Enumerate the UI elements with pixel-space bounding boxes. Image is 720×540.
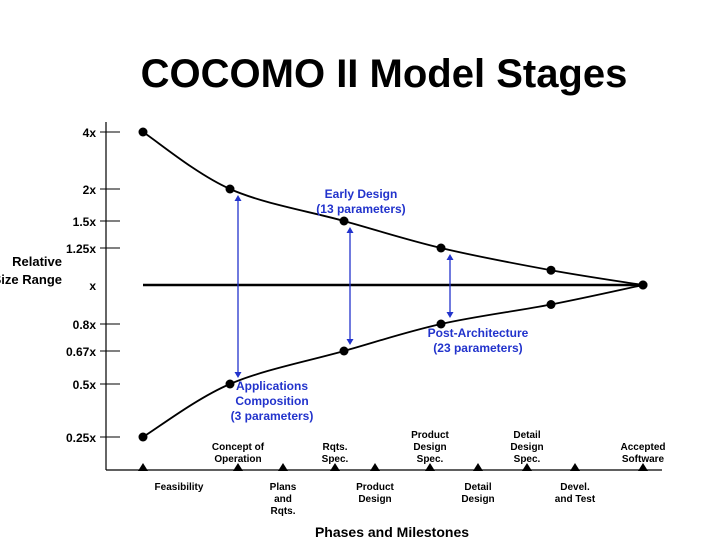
annotation-label: (13 parameters): [316, 202, 405, 216]
data-point: [436, 243, 446, 253]
milestone-marker: [330, 463, 340, 471]
annotation-label: Applications: [236, 379, 308, 393]
y-tick-label: 4x: [83, 126, 97, 140]
milestone-marker: [370, 463, 380, 471]
milestone-label: and Test: [555, 494, 596, 505]
milestone-label: Design: [461, 494, 494, 505]
annotation-label: Early Design: [325, 187, 398, 201]
data-point: [638, 280, 648, 290]
milestone-marker: [570, 463, 580, 471]
milestone-marker: [638, 463, 648, 471]
y-tick-label: 0.25x: [66, 431, 96, 445]
milestone-marker: [473, 463, 483, 471]
y-tick-label: 0.8x: [73, 318, 97, 332]
milestone-label: Concept of: [212, 442, 265, 453]
arrow-head: [234, 372, 242, 378]
arrow-head: [346, 339, 354, 345]
arrow-head: [234, 195, 242, 201]
arrow-head: [446, 254, 454, 260]
y-axis-label: Relative: [12, 254, 62, 269]
y-tick-label: x: [89, 279, 96, 293]
annotation-label: (23 parameters): [433, 341, 522, 355]
data-point: [339, 346, 349, 356]
milestone-label: Plans: [270, 482, 297, 493]
milestone-label: Product: [356, 482, 394, 493]
milestone-label: Accepted: [620, 442, 665, 453]
milestone-label: Design: [358, 494, 391, 505]
milestone-marker: [522, 463, 532, 471]
data-point: [339, 216, 349, 226]
data-point: [225, 379, 235, 389]
arrow-head: [346, 227, 354, 233]
annotation-label: Post-Architecture: [428, 326, 529, 340]
milestone-label: Rqts.: [271, 506, 296, 517]
milestone-label: Spec.: [322, 454, 349, 465]
y-axis-label: Size Range: [0, 272, 62, 287]
milestone-label: and: [274, 494, 292, 505]
milestone-label: Detail: [513, 430, 540, 441]
milestone-label: Rqts.: [323, 442, 348, 453]
milestone-label: Spec.: [417, 454, 444, 465]
data-point: [436, 319, 446, 329]
data-point: [138, 127, 148, 137]
milestone-label: Devel.: [560, 482, 590, 493]
y-tick-label: 0.5x: [73, 378, 97, 392]
milestone-marker: [425, 463, 435, 471]
y-tick-label: 1.25x: [66, 242, 96, 256]
milestone-label: Feasibility: [155, 482, 204, 493]
series-line-lower: [142, 284, 644, 438]
chart-title: COCOMO II Model Stages: [140, 52, 628, 96]
data-point: [225, 184, 235, 194]
milestone-label: Software: [622, 454, 665, 465]
y-tick-label: 0.67x: [66, 345, 96, 359]
data-point: [546, 265, 556, 275]
milestone-label: Operation: [214, 454, 261, 465]
milestone-marker: [278, 463, 288, 471]
y-tick-label: 1.5x: [73, 215, 97, 229]
data-point: [138, 432, 148, 442]
milestone-label: Product: [411, 430, 449, 441]
annotation-label: (3 parameters): [231, 409, 314, 423]
milestone-label: Design: [413, 442, 446, 453]
x-axis-label: Phases and Milestones: [315, 524, 469, 540]
milestone-marker: [233, 463, 243, 471]
data-point: [546, 300, 556, 309]
arrow-head: [446, 312, 454, 318]
milestone-label: Design: [510, 442, 543, 453]
annotation-label: Composition: [235, 394, 308, 408]
milestone-label: Spec.: [514, 454, 541, 465]
y-tick-label: 2x: [83, 183, 97, 197]
milestone-label: Detail: [464, 482, 491, 493]
milestone-marker: [138, 463, 148, 471]
